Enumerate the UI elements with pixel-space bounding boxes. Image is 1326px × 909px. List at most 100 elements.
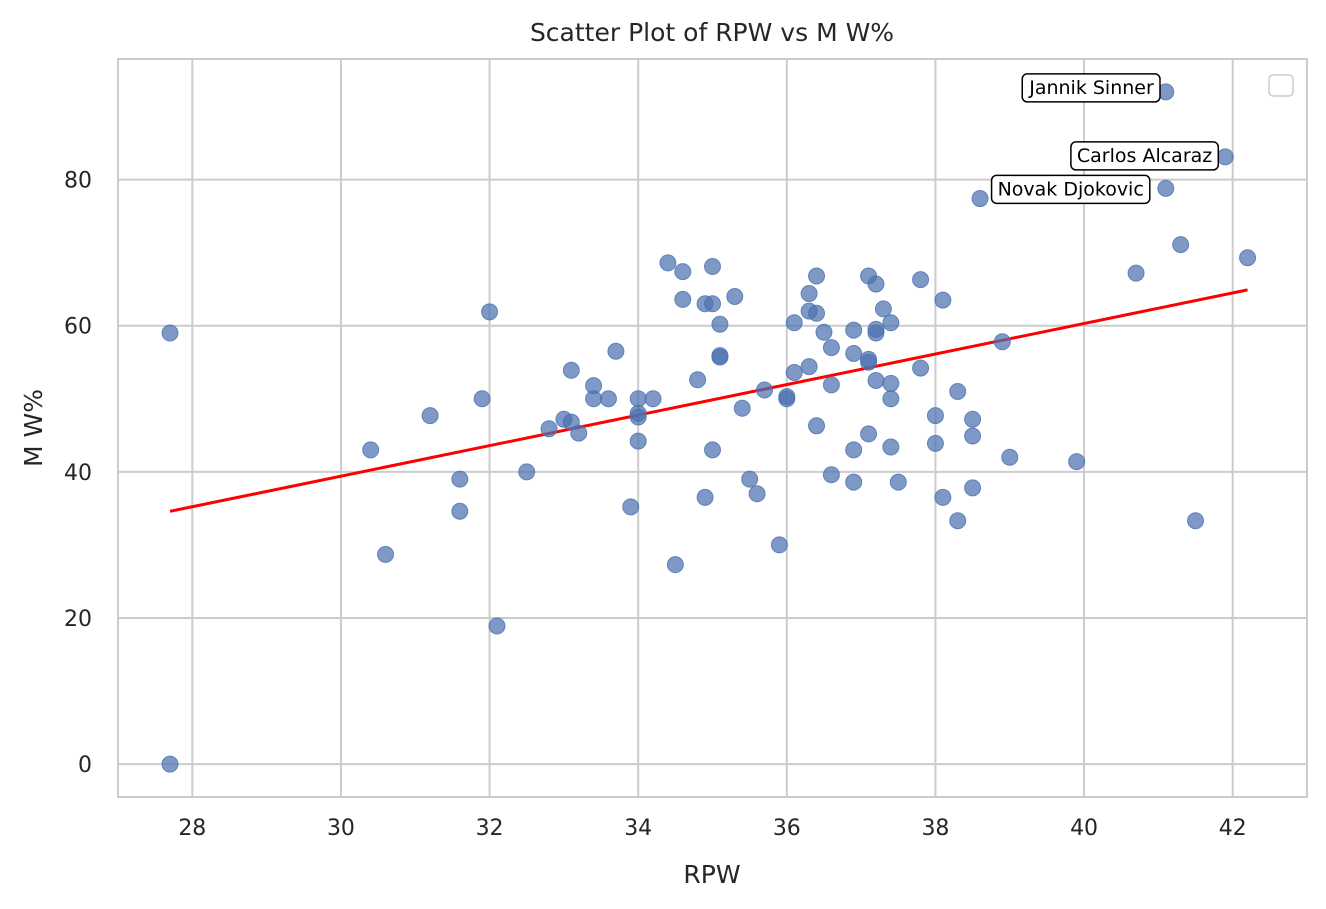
scatter-point (1068, 453, 1086, 471)
x-tick-label: 36 (773, 816, 801, 841)
scatter-point (607, 342, 625, 360)
y-tick-label: 80 (64, 169, 92, 194)
scatter-point (451, 502, 469, 520)
scatter-point (808, 267, 826, 285)
scatter-point (845, 441, 863, 459)
annotation-box (990, 174, 1151, 205)
point-annotation: Carlos Alcaraz (1070, 141, 1220, 171)
scatter-point (1239, 249, 1257, 267)
chart-title: Scatter Plot of RPW vs M W% (530, 18, 894, 47)
x-axis-label: RPW (683, 860, 740, 889)
annotations-layer: Jannik Sinner Carlos Alcaraz Novak Djokovi… (990, 73, 1220, 205)
scatter-point (629, 432, 647, 450)
scatter-point (822, 376, 840, 394)
y-tick-label: 0 (78, 753, 92, 778)
scatter-point (926, 434, 944, 452)
scatter-point (800, 285, 818, 303)
scatter-point (161, 324, 179, 342)
scatter-point (808, 417, 826, 435)
scatter-point (971, 190, 989, 208)
y-tick-label: 40 (64, 461, 92, 486)
scatter-point (629, 390, 647, 408)
scatter-point (629, 408, 647, 426)
scatter-point (964, 427, 982, 445)
scatter-point (1187, 512, 1205, 530)
scatter-point (882, 438, 900, 456)
scatter-point (704, 295, 721, 313)
scatter-point (756, 381, 774, 399)
annotation-label: Jannik Sinner (1028, 77, 1154, 99)
scatter-point (488, 617, 506, 635)
scatter-point (570, 424, 588, 442)
x-tick-label: 42 (1219, 816, 1247, 841)
annotation-box (1070, 141, 1220, 171)
scatter-point (949, 382, 967, 400)
x-tick-label: 34 (624, 816, 652, 841)
scatter-point (845, 344, 863, 362)
scatter-point (733, 399, 751, 417)
scatter-point (867, 324, 885, 342)
scatter-point (726, 287, 744, 305)
scatter-point (1001, 448, 1019, 466)
y-axis-label: M W% (19, 389, 48, 467)
scatter-point (622, 498, 640, 516)
scatter-point (599, 390, 617, 408)
annotation-label: Novak Djokovic (998, 178, 1144, 200)
annotation-label: Carlos Alcaraz (1077, 145, 1212, 167)
scatter-point (822, 339, 840, 357)
scatter-point (822, 466, 840, 484)
scatter-point (770, 536, 788, 554)
scatter-point (912, 271, 930, 289)
scatter-point (1127, 264, 1145, 282)
scatter-point (659, 254, 677, 272)
scatter-point (949, 512, 967, 530)
scatter-point (377, 545, 395, 563)
scatter-point (473, 390, 491, 408)
annotation-box (1021, 73, 1161, 103)
scatter-point (704, 441, 721, 459)
scatter-point (867, 372, 885, 390)
scatter-point (481, 303, 499, 321)
scatter-point (964, 479, 982, 497)
tick-labels: 28 30 32 34 36 38 40 42 0 20 40 60 80 (64, 169, 1247, 841)
scatter-point (362, 441, 380, 459)
scatter-point (696, 488, 714, 506)
y-tick-label: 20 (64, 607, 92, 632)
scatter-point (815, 323, 833, 341)
scatter-point (882, 314, 900, 332)
scatter-point (674, 263, 692, 281)
scatter-point (778, 388, 796, 406)
scatter-point (860, 425, 878, 443)
trend-line (169, 288, 1248, 513)
scatter-point (882, 390, 900, 408)
point-annotation: Jannik Sinner (1021, 73, 1161, 103)
scatter-point (874, 300, 892, 318)
x-tick-label: 32 (476, 816, 504, 841)
scatter-point (704, 258, 721, 276)
points-layer (161, 83, 1257, 773)
scatter-point (161, 755, 179, 773)
x-tick-label: 40 (1070, 816, 1098, 841)
scatter-point (1216, 148, 1234, 166)
y-tick-label: 60 (64, 315, 92, 340)
x-tick-label: 38 (921, 816, 949, 841)
scatter-point (785, 363, 803, 381)
plot-frame (117, 58, 1308, 798)
scatter-point (644, 390, 662, 408)
scatter-point (540, 420, 558, 438)
scatter-point (785, 314, 803, 332)
scatter-point (585, 390, 603, 408)
scatter-point (421, 407, 439, 425)
scatter-point (1172, 236, 1190, 254)
scatter-point (451, 470, 469, 488)
scatter-point (993, 333, 1011, 351)
scatter-point (889, 473, 907, 491)
scatter-point (741, 470, 759, 488)
scatter-point (689, 371, 707, 389)
scatter-point (926, 407, 944, 425)
scatter-point (674, 290, 692, 308)
x-tick-label: 30 (327, 816, 355, 841)
point-annotation: Novak Djokovic (990, 174, 1151, 205)
x-tick-label: 28 (178, 816, 206, 841)
